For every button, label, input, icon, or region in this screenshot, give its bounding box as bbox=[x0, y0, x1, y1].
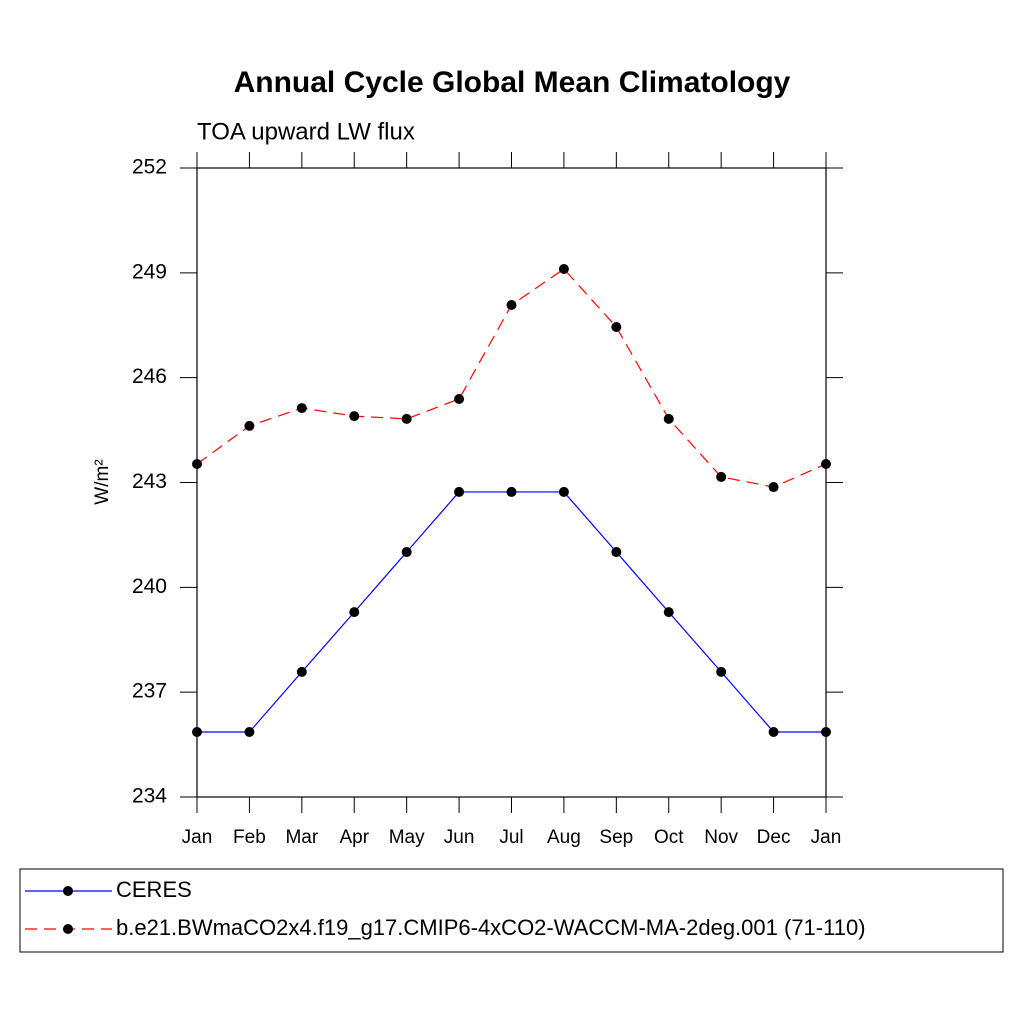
x-tick-label: May bbox=[389, 827, 425, 848]
data-point bbox=[768, 727, 779, 738]
y-axis-label: W/m² bbox=[92, 459, 113, 504]
y-tick-label: 243 bbox=[132, 470, 167, 493]
chart-title: Annual Cycle Global Mean Climatology bbox=[234, 66, 791, 99]
y-tick-label: 240 bbox=[132, 575, 167, 598]
data-point bbox=[821, 727, 831, 738]
x-tick-label: Aug bbox=[547, 827, 581, 848]
data-point bbox=[611, 547, 622, 558]
data-point bbox=[716, 471, 727, 482]
data-point bbox=[768, 482, 779, 493]
legend-label: b.e21.BWmaCO2x4.f19_g17.CMIP6-4xCO2-WACC… bbox=[116, 915, 866, 940]
x-tick-label: Mar bbox=[285, 827, 318, 848]
data-point bbox=[558, 263, 569, 274]
x-tick-label: Dec bbox=[757, 827, 791, 848]
data-point bbox=[454, 393, 465, 404]
x-tick-label: Sep bbox=[599, 827, 633, 848]
x-tick-label: Apr bbox=[339, 827, 369, 848]
y-tick-label: 237 bbox=[132, 680, 167, 703]
series-line bbox=[197, 491, 826, 733]
data-point bbox=[663, 607, 674, 618]
data-point bbox=[454, 486, 465, 497]
x-tick-label: Jul bbox=[499, 827, 523, 848]
data-point bbox=[506, 299, 517, 310]
data-point bbox=[716, 666, 727, 677]
plot-frame bbox=[196, 167, 827, 798]
y-tick-label: 249 bbox=[132, 260, 167, 283]
data-point bbox=[663, 413, 674, 424]
data-point bbox=[349, 607, 360, 618]
y-tick-label: 252 bbox=[132, 156, 167, 179]
data-point bbox=[296, 403, 307, 414]
x-tick-label: Jan bbox=[182, 827, 213, 848]
data-point bbox=[401, 547, 412, 558]
legend-box bbox=[19, 868, 1004, 953]
data-point bbox=[244, 420, 255, 431]
data-point bbox=[296, 666, 307, 677]
x-tick-label: Jun bbox=[444, 827, 475, 848]
y-tick-label: 234 bbox=[132, 785, 167, 808]
data-point bbox=[244, 727, 255, 738]
data-point bbox=[821, 458, 831, 469]
chart-subtitle: TOA upward LW flux bbox=[197, 118, 415, 145]
y-tick-label: 246 bbox=[132, 365, 167, 388]
x-tick-label: Oct bbox=[654, 827, 684, 848]
data-point bbox=[192, 727, 202, 738]
x-tick-label: Jan bbox=[811, 827, 842, 848]
data-point bbox=[506, 486, 517, 497]
data-point bbox=[611, 321, 622, 332]
data-point bbox=[349, 411, 360, 422]
x-tick-label: Nov bbox=[704, 827, 738, 848]
data-point bbox=[192, 458, 202, 469]
data-point bbox=[558, 486, 569, 497]
data-point bbox=[401, 413, 412, 424]
legend-marker bbox=[63, 924, 73, 934]
legend-label: CERES bbox=[116, 877, 192, 902]
legend-marker bbox=[63, 886, 73, 896]
x-tick-label: Feb bbox=[233, 827, 266, 848]
